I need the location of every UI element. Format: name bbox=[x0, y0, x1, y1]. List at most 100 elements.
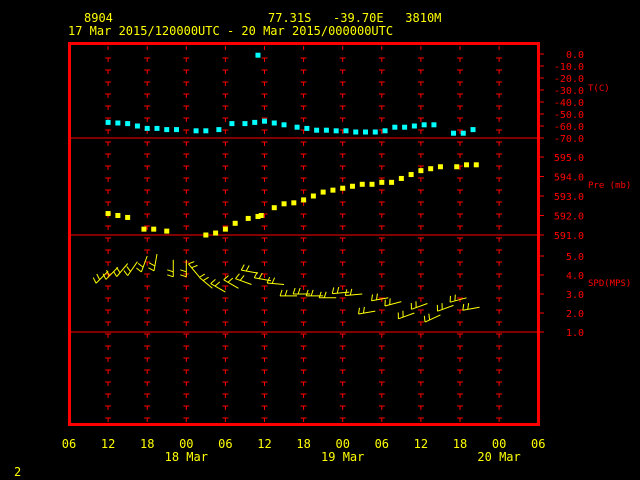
wind-barb-flag bbox=[331, 287, 335, 294]
wind-barb bbox=[180, 259, 187, 278]
wind-barb-flag bbox=[423, 315, 426, 323]
wind-barb-staff bbox=[411, 303, 428, 310]
wind-barb-flag bbox=[136, 267, 142, 273]
temperature-tick-label: -10.0 bbox=[554, 62, 584, 73]
wind-barb-staff bbox=[358, 310, 376, 315]
temperature-tick-label: -30.0 bbox=[554, 86, 584, 97]
wind-barb-flag bbox=[344, 289, 348, 296]
temperature-point bbox=[421, 122, 427, 128]
pressure-point bbox=[151, 226, 157, 232]
wind-barb-flag bbox=[240, 264, 245, 271]
wind-barb-staff bbox=[267, 282, 285, 285]
wind-barb-flag bbox=[137, 262, 144, 268]
wind-barb-flag bbox=[188, 261, 195, 265]
temperature-point bbox=[242, 121, 248, 127]
temperature-point bbox=[252, 119, 258, 125]
x-tick-label: 06 bbox=[218, 437, 232, 451]
temperature-point bbox=[382, 128, 388, 134]
pressure-point bbox=[369, 181, 375, 187]
x-tick-label: 18 bbox=[140, 437, 154, 451]
temperature-point bbox=[294, 124, 300, 130]
wind-barb bbox=[358, 306, 376, 315]
wind-barb-staff bbox=[188, 263, 200, 278]
temperature-point bbox=[333, 128, 339, 134]
pressure-point bbox=[291, 200, 297, 206]
wind-barb-flag bbox=[180, 274, 187, 278]
x-tick-label: 12 bbox=[414, 437, 428, 451]
wind-barb bbox=[397, 310, 415, 320]
wind-barb bbox=[266, 277, 285, 285]
wind-barb-staff bbox=[437, 304, 454, 312]
wind-barb-staff bbox=[449, 297, 467, 303]
wind-barb bbox=[371, 293, 389, 302]
wind-barb-flag bbox=[239, 275, 245, 281]
wind-barb-flag bbox=[191, 264, 198, 269]
temperature-tick-label: -70.0 bbox=[554, 134, 584, 145]
temperature-point bbox=[411, 123, 417, 129]
pressure-point bbox=[258, 213, 264, 218]
wind-barb-flag bbox=[223, 275, 229, 281]
pressure-point bbox=[255, 213, 261, 219]
wind-barb-flag bbox=[297, 287, 301, 295]
temperature-point bbox=[203, 128, 209, 134]
wind-barb-staff bbox=[199, 276, 213, 289]
wind-barb-flag bbox=[253, 271, 258, 278]
wind-barb-flag bbox=[266, 277, 271, 284]
pressure-axis-label: Pre (mb) bbox=[588, 181, 631, 191]
pressure-point bbox=[398, 175, 404, 181]
wind-tick-label: 4.0 bbox=[566, 271, 584, 282]
wind-barb-staff bbox=[127, 261, 138, 276]
pressure-series bbox=[105, 162, 479, 238]
y-axis-labels: 0.0-10.0-20.0-30.0-40.0-50.0-60.0-70.0 T(… bbox=[539, 50, 631, 339]
wind-barb-flag bbox=[235, 273, 240, 279]
wind-axis-label: SPD(MPS) bbox=[588, 279, 631, 289]
pressure-point bbox=[389, 179, 395, 185]
temperature-point bbox=[281, 122, 287, 128]
x-tick-label: 18 bbox=[296, 437, 310, 451]
x-day-label: 20 Mar bbox=[477, 450, 520, 464]
wind-barb-flag bbox=[148, 267, 155, 272]
x-day-label: 18 Mar bbox=[165, 450, 208, 464]
temperature-point bbox=[134, 123, 140, 129]
temperature-tick-label: -40.0 bbox=[554, 98, 584, 109]
wind-barb-flag bbox=[323, 291, 327, 298]
temperature-point bbox=[450, 130, 456, 136]
temperature-point bbox=[372, 129, 378, 135]
pressure-point bbox=[418, 168, 424, 174]
wind-barb-flag bbox=[349, 288, 353, 296]
wind-barb bbox=[235, 273, 252, 285]
plot-frame bbox=[68, 42, 540, 426]
wind-barb bbox=[462, 303, 480, 311]
pressure-point bbox=[213, 230, 219, 236]
wind-barb-staff bbox=[235, 278, 252, 285]
temperature-point bbox=[125, 121, 131, 127]
x-day-label: 19 Mar bbox=[321, 450, 364, 464]
pressure-point bbox=[310, 193, 316, 199]
wind-barb-staff bbox=[223, 279, 239, 289]
vertical-tick-grid bbox=[105, 46, 503, 423]
pressure-point bbox=[330, 187, 336, 193]
wind-barb-flag bbox=[149, 262, 156, 267]
wind-barb-flag bbox=[202, 276, 209, 282]
wind-barb bbox=[384, 298, 402, 307]
wind-barb-staff bbox=[140, 255, 148, 273]
wind-barb-flag bbox=[167, 269, 174, 273]
wind-barb-staff bbox=[210, 283, 226, 293]
wind-barb bbox=[123, 261, 138, 276]
wind-barb-flag bbox=[126, 266, 131, 272]
temperature-point bbox=[470, 127, 476, 133]
station-id: 8904 bbox=[84, 11, 113, 25]
wind-barb bbox=[279, 289, 298, 297]
wind-barb-flag bbox=[106, 270, 110, 277]
temperature-point bbox=[343, 128, 349, 134]
wind-barb-staff bbox=[384, 301, 402, 307]
wind-barb-flag bbox=[180, 269, 187, 273]
time-period: 17 Mar 2015/120000UTC - 20 Mar 2015/0000… bbox=[68, 24, 393, 38]
x-tick-label: 00 bbox=[492, 437, 506, 451]
wind-barb-flag bbox=[116, 267, 121, 274]
pressure-point bbox=[340, 185, 346, 191]
x-tick-label: 06 bbox=[62, 437, 76, 451]
wind-barb-flag bbox=[362, 306, 365, 314]
temperature-point bbox=[193, 128, 199, 134]
